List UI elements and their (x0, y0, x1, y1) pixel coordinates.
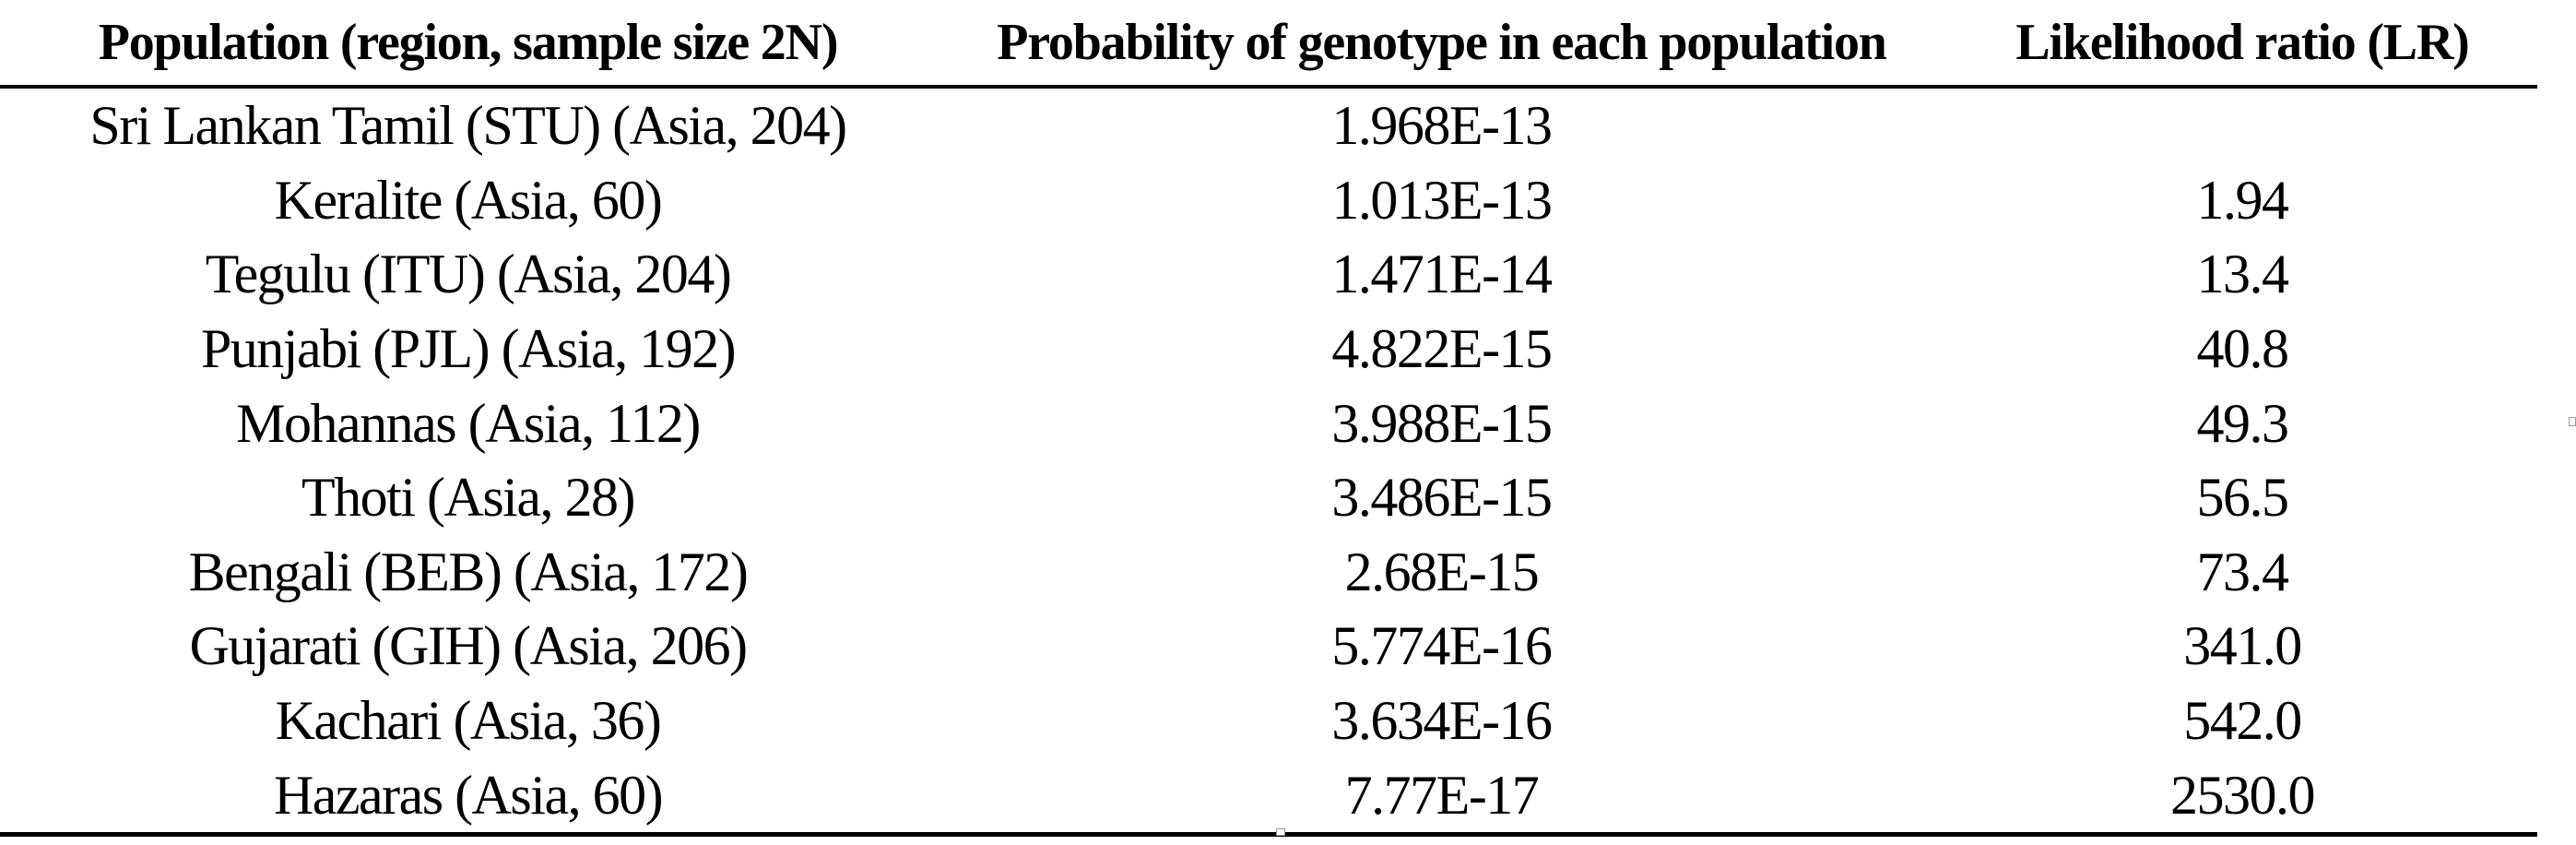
cell-likelihood-ratio: 13.4 (2196, 244, 2290, 305)
population-likelihood-table: Population (region, sample size 2N) Prob… (0, 0, 2537, 837)
cell-population: Thoti (Asia, 28) (301, 467, 635, 529)
cell-probability: 2.68E-15 (1344, 541, 1540, 602)
header-population: Population (region, sample size 2N) (0, 0, 936, 89)
cell-probability: 3.486E-15 (1331, 467, 1553, 529)
cell-probability: 3.634E-16 (1331, 690, 1553, 752)
cell-probability: 5.774E-16 (1331, 615, 1553, 677)
cell-probability: 1.013E-13 (1331, 169, 1553, 231)
cell-probability: 1.968E-13 (1331, 95, 1553, 157)
cell-population: Hazaras (Asia, 60) (0, 757, 936, 837)
cell-likelihood-ratio: 40.8 (2196, 318, 2290, 380)
table-body: Sri Lankan Tamil (STU) (Asia, 204) 1.968… (0, 87, 2537, 837)
cell-population: Punjabi (PJL) (Asia, 192) (200, 318, 737, 380)
cell-likelihood-ratio: 73.4 (2196, 541, 2290, 602)
table-row: Tegulu (ITU) (Asia, 204) 1.471E-14 13.4 (0, 237, 2537, 312)
cell-likelihood-ratio (1947, 87, 2537, 163)
cell-population: Kachari (Asia, 36) (275, 690, 662, 752)
table-header: Population (region, sample size 2N) Prob… (0, 0, 2537, 89)
cell-likelihood-ratio: 56.5 (2196, 467, 2290, 529)
table-row: Keralite (Asia, 60) 1.013E-13 1.94 (0, 163, 2537, 238)
cell-population: Keralite (Asia, 60) (274, 169, 663, 231)
table-row: Mohannas (Asia, 112) 3.988E-15 49.3 (0, 386, 2537, 460)
header-likelihood-ratio: Likelihood ratio (LR) (1947, 0, 2537, 89)
cell-population: Mohannas (Asia, 112) (236, 392, 701, 454)
table-row: Hazaras (Asia, 60) 7.77E-17 2530.0 (0, 757, 2537, 837)
cell-probability: 1.471E-14 (1331, 244, 1553, 305)
cell-population: Sri Lankan Tamil (STU) (Asia, 204) (89, 95, 847, 157)
cell-likelihood-ratio: 49.3 (2196, 392, 2290, 454)
cell-population: Tegulu (ITU) (Asia, 204) (205, 244, 732, 305)
cell-likelihood-ratio: 1.94 (2196, 169, 2290, 231)
cell-likelihood-ratio: 2530.0 (1947, 757, 2537, 837)
table-row: Kachari (Asia, 36) 3.634E-16 542.0 (0, 684, 2537, 758)
cell-probability: 7.77E-17 (936, 757, 1947, 837)
table-resize-handle-right[interactable] (2569, 417, 2576, 426)
cell-probability: 4.822E-15 (1331, 318, 1553, 380)
table-row: Gujarati (GIH) (Asia, 206) 5.774E-16 341… (0, 609, 2537, 684)
header-row: Population (region, sample size 2N) Prob… (0, 0, 2537, 89)
cell-population: Gujarati (GIH) (Asia, 206) (189, 615, 748, 677)
cell-likelihood-ratio: 542.0 (2183, 690, 2302, 752)
table-row: Sri Lankan Tamil (STU) (Asia, 204) 1.968… (0, 87, 2537, 163)
cell-probability: 3.988E-15 (1331, 392, 1553, 454)
table-row: Bengali (BEB) (Asia, 172) 2.68E-15 73.4 (0, 535, 2537, 610)
table-row: Thoti (Asia, 28) 3.486E-15 56.5 (0, 460, 2537, 535)
table-row: Punjabi (PJL) (Asia, 192) 4.822E-15 40.8 (0, 312, 2537, 387)
header-probability: Probability of genotype in each populati… (936, 0, 1947, 89)
table-resize-handle-bottom[interactable] (1276, 828, 1285, 836)
cell-population: Bengali (BEB) (Asia, 172) (188, 541, 749, 602)
cell-likelihood-ratio: 341.0 (2183, 615, 2302, 677)
